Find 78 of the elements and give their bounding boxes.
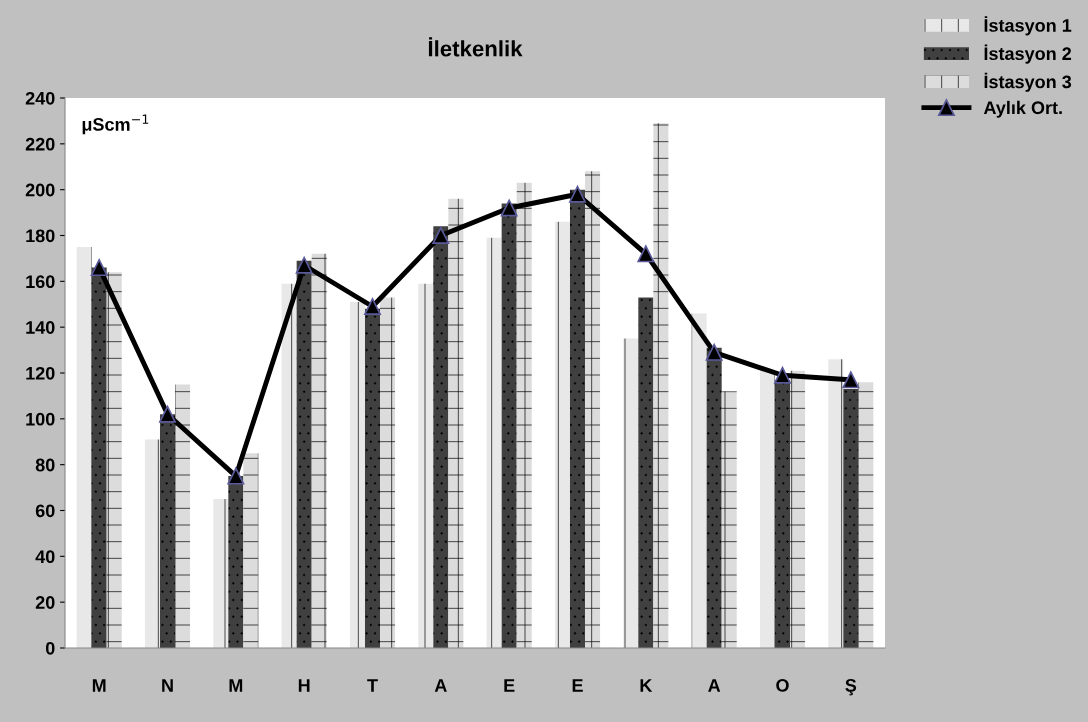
y-tick-label: 0 — [45, 641, 55, 655]
point — [295, 256, 313, 274]
bar — [858, 382, 874, 648]
bar — [790, 370, 806, 648]
y-tick-label: 220 — [25, 137, 55, 151]
bar — [364, 308, 381, 648]
point — [637, 245, 655, 263]
chart-title: İletkenlik — [428, 37, 523, 57]
bar — [159, 414, 176, 648]
y-tick-label: 200 — [25, 183, 55, 197]
bar — [623, 338, 639, 648]
x-tick-label: E — [572, 679, 583, 692]
bar — [721, 391, 737, 648]
x-tick-label: K — [640, 679, 653, 692]
y-tick-label: 60 — [35, 504, 55, 518]
x-tick-label: M — [229, 679, 243, 692]
x-tick-label: O — [776, 679, 789, 692]
bar — [448, 198, 464, 648]
bar — [228, 476, 244, 648]
y-tick-label: 20 — [35, 596, 55, 609]
bar — [691, 313, 707, 648]
legend-label: İstasyon 1 — [984, 16, 1072, 36]
bar — [91, 267, 107, 648]
bar — [569, 189, 586, 648]
bar — [311, 253, 327, 648]
point — [569, 185, 586, 203]
bar — [349, 301, 365, 648]
y-tick-label: 100 — [26, 412, 55, 426]
bar — [759, 370, 775, 648]
point — [774, 366, 791, 384]
x-tick-label: H — [298, 679, 310, 692]
point — [227, 467, 245, 485]
bar — [554, 221, 570, 648]
bar — [653, 123, 669, 648]
bar — [638, 297, 654, 648]
legend-label: Aylık Ort. — [983, 100, 1062, 118]
x-tick-label: E — [504, 679, 515, 692]
point — [159, 405, 176, 423]
bar — [106, 272, 122, 648]
y-tick-label: 120 — [26, 366, 55, 380]
x-tick-label: T — [367, 679, 378, 692]
bar — [243, 453, 259, 648]
point — [432, 227, 450, 244]
bar — [486, 237, 502, 648]
point — [500, 199, 518, 217]
legend-label: İstasyon 2 — [984, 44, 1072, 64]
y-tick-label: 140 — [26, 321, 55, 334]
x-tick-label: A — [708, 679, 721, 692]
bar — [843, 389, 859, 648]
y-tick-label: 180 — [26, 229, 55, 243]
bar — [706, 347, 722, 648]
bar — [76, 246, 92, 648]
bar — [433, 226, 449, 648]
bar — [175, 384, 191, 648]
bar — [501, 203, 517, 648]
point — [705, 343, 723, 361]
bar — [213, 499, 229, 648]
x-tick-label: M — [92, 679, 106, 692]
x-tick-label: A — [434, 679, 447, 692]
y-tick-label: 160 — [26, 275, 55, 289]
annotation: μScm$^{−1}$ — [82, 114, 149, 135]
bar — [516, 182, 532, 648]
y-tick-label: 40 — [35, 550, 55, 564]
y-tick-label: 240 — [25, 91, 55, 105]
point — [90, 259, 108, 277]
bar — [144, 439, 160, 648]
bar — [281, 283, 297, 648]
bar — [418, 283, 434, 648]
x-tick-label: Ş — [845, 679, 857, 696]
bar — [296, 260, 312, 648]
point — [364, 298, 381, 316]
bar — [585, 171, 601, 648]
bar — [828, 359, 844, 648]
y-tick-label: 80 — [35, 458, 55, 472]
legend-label: İstasyon 3 — [984, 72, 1072, 92]
x-tick-label: N — [162, 679, 173, 692]
bar — [380, 297, 396, 648]
point — [842, 371, 860, 389]
